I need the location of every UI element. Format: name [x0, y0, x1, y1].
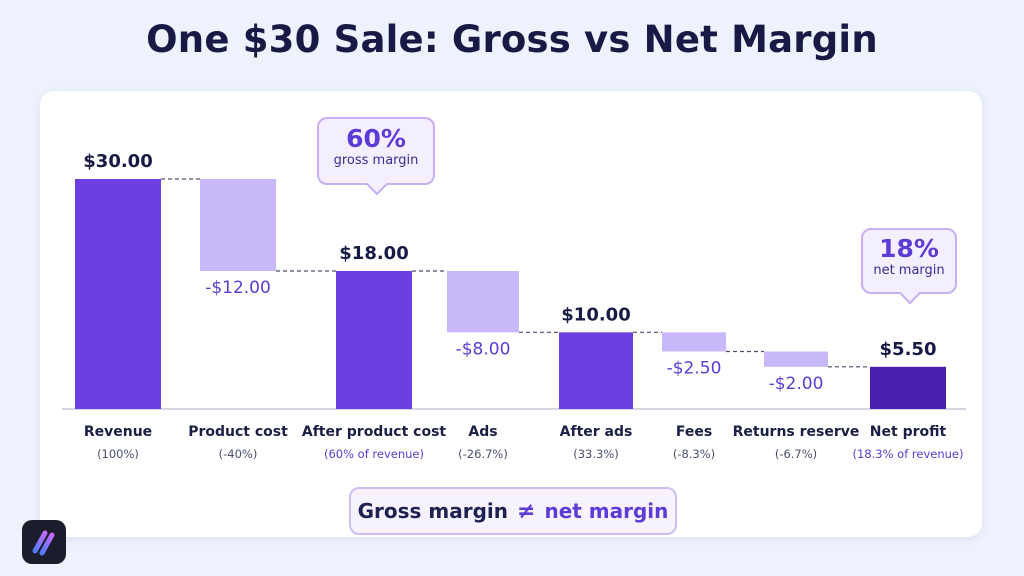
category-label: Net profit	[870, 424, 947, 440]
value-label: $10.00	[561, 304, 630, 325]
category-label: Ads	[468, 424, 497, 440]
category-label: After ads	[560, 424, 633, 440]
value-label: -$8.00	[456, 339, 511, 359]
note-net: net margin	[544, 499, 669, 523]
category-sublabel: (-26.7%)	[458, 447, 508, 461]
bar-after-ads	[559, 332, 633, 409]
category-label: Product cost	[188, 424, 288, 440]
note-gross: Gross margin	[357, 499, 509, 523]
value-label: -$12.00	[205, 278, 271, 298]
net-margin-label: net margin	[873, 263, 945, 278]
value-label: $30.00	[83, 151, 152, 172]
category-label: Returns reserve	[733, 424, 860, 440]
category-sublabel: (-6.7%)	[775, 447, 817, 461]
page-title: One $30 Sale: Gross vs Net Margin	[146, 18, 878, 61]
gross-margin-value: 60%	[346, 124, 406, 153]
bar-net-profit	[870, 366, 946, 409]
category-sublabel: (100%)	[97, 447, 139, 461]
gross-margin-label: gross margin	[333, 153, 419, 168]
category-sublabel: (60% of revenue)	[324, 447, 424, 461]
value-label: -$2.00	[769, 374, 824, 394]
bar-revenue	[75, 179, 161, 409]
not-equal-symbol: ≠	[517, 498, 536, 524]
category-label: Revenue	[84, 424, 152, 440]
category-sublabel: (-8.3%)	[673, 447, 715, 461]
bar-after-product-cost	[336, 271, 412, 409]
value-label: -$2.50	[667, 359, 722, 379]
gross-margin-callout: 60% gross margin	[317, 117, 435, 196]
slash-logo-icon	[22, 520, 66, 564]
net-margin-value: 18%	[879, 234, 939, 263]
category-label: After product cost	[302, 424, 447, 440]
net-margin-callout: 18% net margin	[861, 228, 957, 305]
category-label: Fees	[676, 424, 712, 440]
gross-vs-net-note: Gross margin ≠ net margin	[349, 487, 677, 535]
category-sublabel: (-40%)	[219, 447, 258, 461]
bar-ads	[447, 271, 519, 333]
category-sublabel: (18.3% of revenue)	[853, 447, 964, 461]
bar-fees	[662, 332, 726, 352]
value-label: $5.50	[880, 339, 937, 360]
bar-returns-reserve	[764, 351, 828, 367]
category-sublabel: (33.3%)	[573, 447, 619, 461]
bar-product-cost	[200, 179, 276, 271]
value-label: $18.00	[339, 243, 408, 264]
